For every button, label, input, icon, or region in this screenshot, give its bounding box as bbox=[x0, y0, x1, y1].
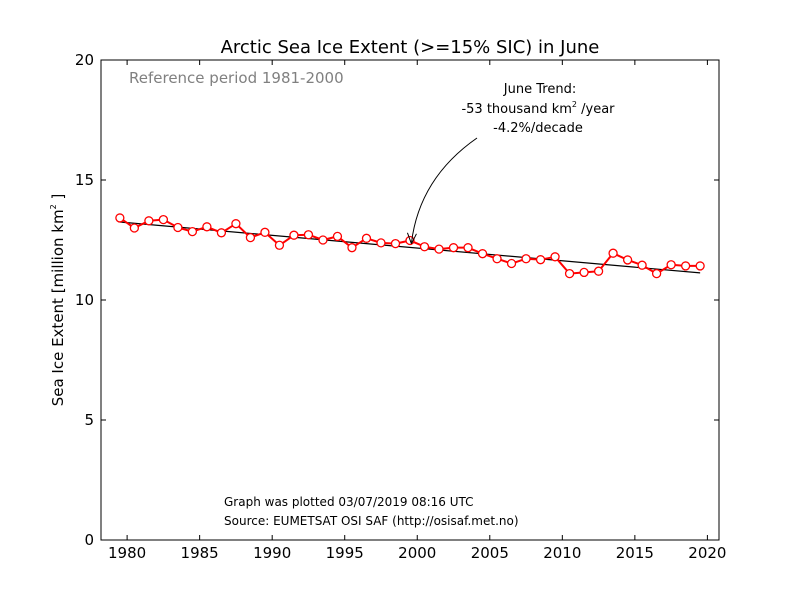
data-point bbox=[463, 243, 473, 253]
data-point bbox=[680, 261, 691, 271]
annotation-line2: -53 thousand km2 /year bbox=[461, 100, 615, 117]
x-tick-label: 1990 bbox=[253, 544, 291, 562]
y-tick-label: 0 bbox=[84, 531, 94, 549]
data-point bbox=[347, 243, 357, 253]
x-tick-label: 2010 bbox=[543, 544, 581, 562]
data-point bbox=[492, 254, 502, 264]
data-point bbox=[666, 260, 676, 270]
y-tick-label: 20 bbox=[75, 51, 94, 69]
annotation-arrow bbox=[410, 137, 478, 243]
data-point bbox=[608, 248, 618, 258]
data-point bbox=[434, 244, 444, 254]
data-point bbox=[129, 223, 140, 233]
x-tick-label: 2020 bbox=[688, 544, 726, 562]
data-point bbox=[361, 233, 372, 243]
y-tick-label: 5 bbox=[84, 411, 94, 429]
data-point bbox=[173, 222, 183, 233]
data-point bbox=[332, 231, 343, 242]
data-point bbox=[448, 243, 459, 253]
data-point bbox=[376, 238, 386, 248]
data-point bbox=[274, 240, 285, 250]
annotation-line2-pre: -53 thousand km bbox=[461, 102, 571, 117]
data-point bbox=[477, 249, 488, 259]
data-point bbox=[593, 266, 604, 276]
data-point bbox=[390, 238, 401, 249]
y-axis-label: Sea Ice Extent [million km2 ] bbox=[49, 194, 67, 407]
data-point bbox=[318, 235, 328, 245]
y-axis-label-sup: 2 bbox=[49, 204, 58, 209]
x-tick-label: 1995 bbox=[326, 544, 364, 562]
chart-title: Arctic Sea Ice Extent (>=15% SIC) in Jun… bbox=[221, 37, 600, 58]
data-point bbox=[579, 267, 589, 278]
data-point bbox=[550, 252, 560, 262]
annotation-line1: June Trend: bbox=[503, 82, 576, 97]
data-point bbox=[231, 219, 241, 229]
data-point bbox=[506, 258, 517, 269]
data-point bbox=[187, 226, 198, 237]
data-point bbox=[535, 255, 546, 265]
data-point bbox=[419, 242, 430, 252]
y-axis-label-main: Sea Ice Extent [million km bbox=[49, 209, 67, 406]
annotation-line2-sup: 2 bbox=[572, 100, 577, 109]
data-point bbox=[144, 216, 154, 226]
data-point bbox=[260, 227, 270, 237]
y-axis-label-end: ] bbox=[49, 194, 67, 205]
plot-frame bbox=[100, 59, 720, 541]
data-point bbox=[695, 261, 705, 271]
data-point bbox=[158, 214, 169, 225]
footer-source: Source: EUMETSAT OSI SAF (http://osisaf.… bbox=[224, 514, 519, 528]
data-point bbox=[564, 268, 575, 279]
data-point bbox=[216, 228, 227, 238]
x-tick-label: 1985 bbox=[181, 544, 219, 562]
annotation-arrowhead bbox=[406, 232, 417, 245]
data-point bbox=[289, 230, 299, 240]
annotation-line2-post: /year bbox=[577, 102, 615, 117]
annotation-line3: -4.2%/decade bbox=[493, 121, 583, 136]
data-point bbox=[637, 260, 647, 270]
data-point bbox=[622, 255, 633, 265]
x-tick-label: 2000 bbox=[398, 544, 436, 562]
y-tick-label: 15 bbox=[75, 171, 94, 189]
data-point bbox=[303, 230, 314, 240]
y-tick-label: 10 bbox=[75, 291, 94, 309]
x-tick-label: 1980 bbox=[108, 544, 146, 562]
trend-annotation: June Trend: -53 thousand km2 /year -4.2%… bbox=[461, 82, 615, 136]
data-point bbox=[521, 254, 531, 264]
data-point bbox=[202, 222, 212, 232]
footer-plotted-date: Graph was plotted 03/07/2019 08:16 UTC bbox=[224, 495, 474, 509]
data-point bbox=[245, 232, 256, 243]
data-point bbox=[651, 268, 662, 279]
data-point bbox=[115, 213, 125, 223]
x-tick-label: 2015 bbox=[616, 544, 654, 562]
reference-period-note: Reference period 1981-2000 bbox=[129, 69, 344, 87]
x-tick-label: 2005 bbox=[471, 544, 509, 562]
